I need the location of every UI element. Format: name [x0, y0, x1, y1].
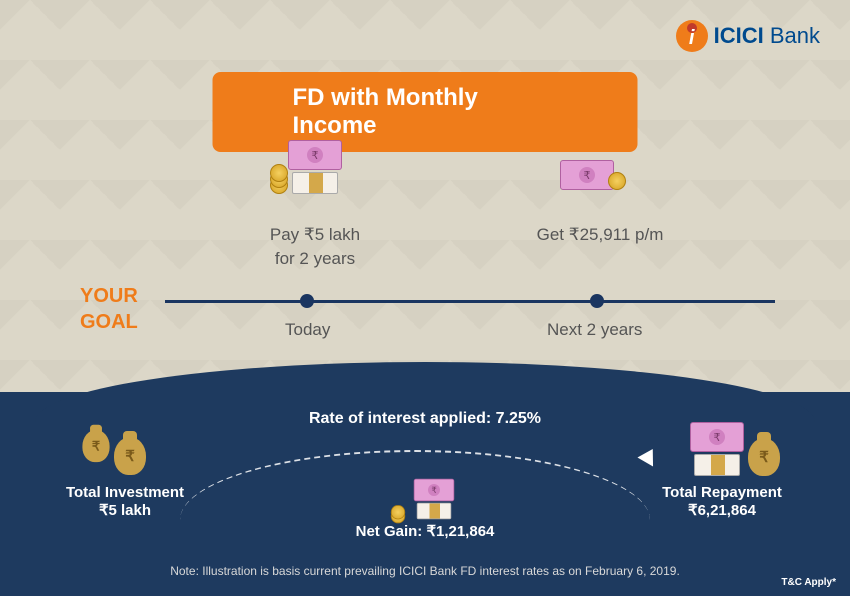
pay-line2: for 2 years: [245, 247, 385, 271]
lower-section: Rate of interest applied: 7.25% Total In…: [0, 392, 850, 596]
tc-apply: T&C Apply*: [781, 577, 836, 588]
timeline-dot-today: [300, 294, 314, 308]
brand-logo: i ICICI Bank: [676, 20, 820, 52]
brand-name-main: ICICI: [714, 23, 764, 48]
rate-of-interest: Rate of interest applied: 7.25%: [309, 410, 541, 428]
net-gain-icon: [389, 472, 461, 526]
arc-arrow-icon: [637, 445, 660, 467]
get-line1: Get ₹25,911 p/m: [520, 223, 680, 247]
money-bags-icon: [80, 427, 146, 475]
timeline-label-next: Next 2 years: [547, 320, 642, 340]
logo-mark-icon: i: [676, 20, 708, 52]
money-stack-icon: [270, 140, 364, 194]
timeline-label-today: Today: [285, 320, 330, 340]
repayment-amount: ₹6,21,864: [642, 501, 802, 519]
total-repayment: Total Repayment ₹6,21,864: [642, 484, 802, 519]
repayment-money-icon: [690, 422, 780, 476]
net-gain-label: Net Gain: ₹1,21,864: [356, 522, 495, 540]
total-investment: Total Investment ₹5 lakh: [55, 484, 195, 519]
upper-section: i ICICI Bank FD with Monthly Income Pay …: [0, 0, 850, 395]
investment-amount: ₹5 lakh: [55, 501, 195, 519]
get-text-right: Get ₹25,911 p/m: [520, 223, 680, 247]
your-goal-label: YOURGOAL: [80, 283, 138, 335]
footnote: Note: Illustration is basis current prev…: [170, 564, 680, 578]
pay-text-left: Pay ₹5 lakh for 2 years: [245, 223, 385, 271]
timeline-line: [165, 300, 775, 303]
repayment-title: Total Repayment: [642, 484, 802, 501]
brand-name: ICICI Bank: [714, 23, 820, 49]
money-small-icon: [560, 160, 626, 190]
timeline-dot-next: [590, 294, 604, 308]
pay-line1: Pay ₹5 lakh: [245, 223, 385, 247]
investment-title: Total Investment: [55, 484, 195, 501]
brand-name-sub-text: Bank: [770, 23, 820, 48]
